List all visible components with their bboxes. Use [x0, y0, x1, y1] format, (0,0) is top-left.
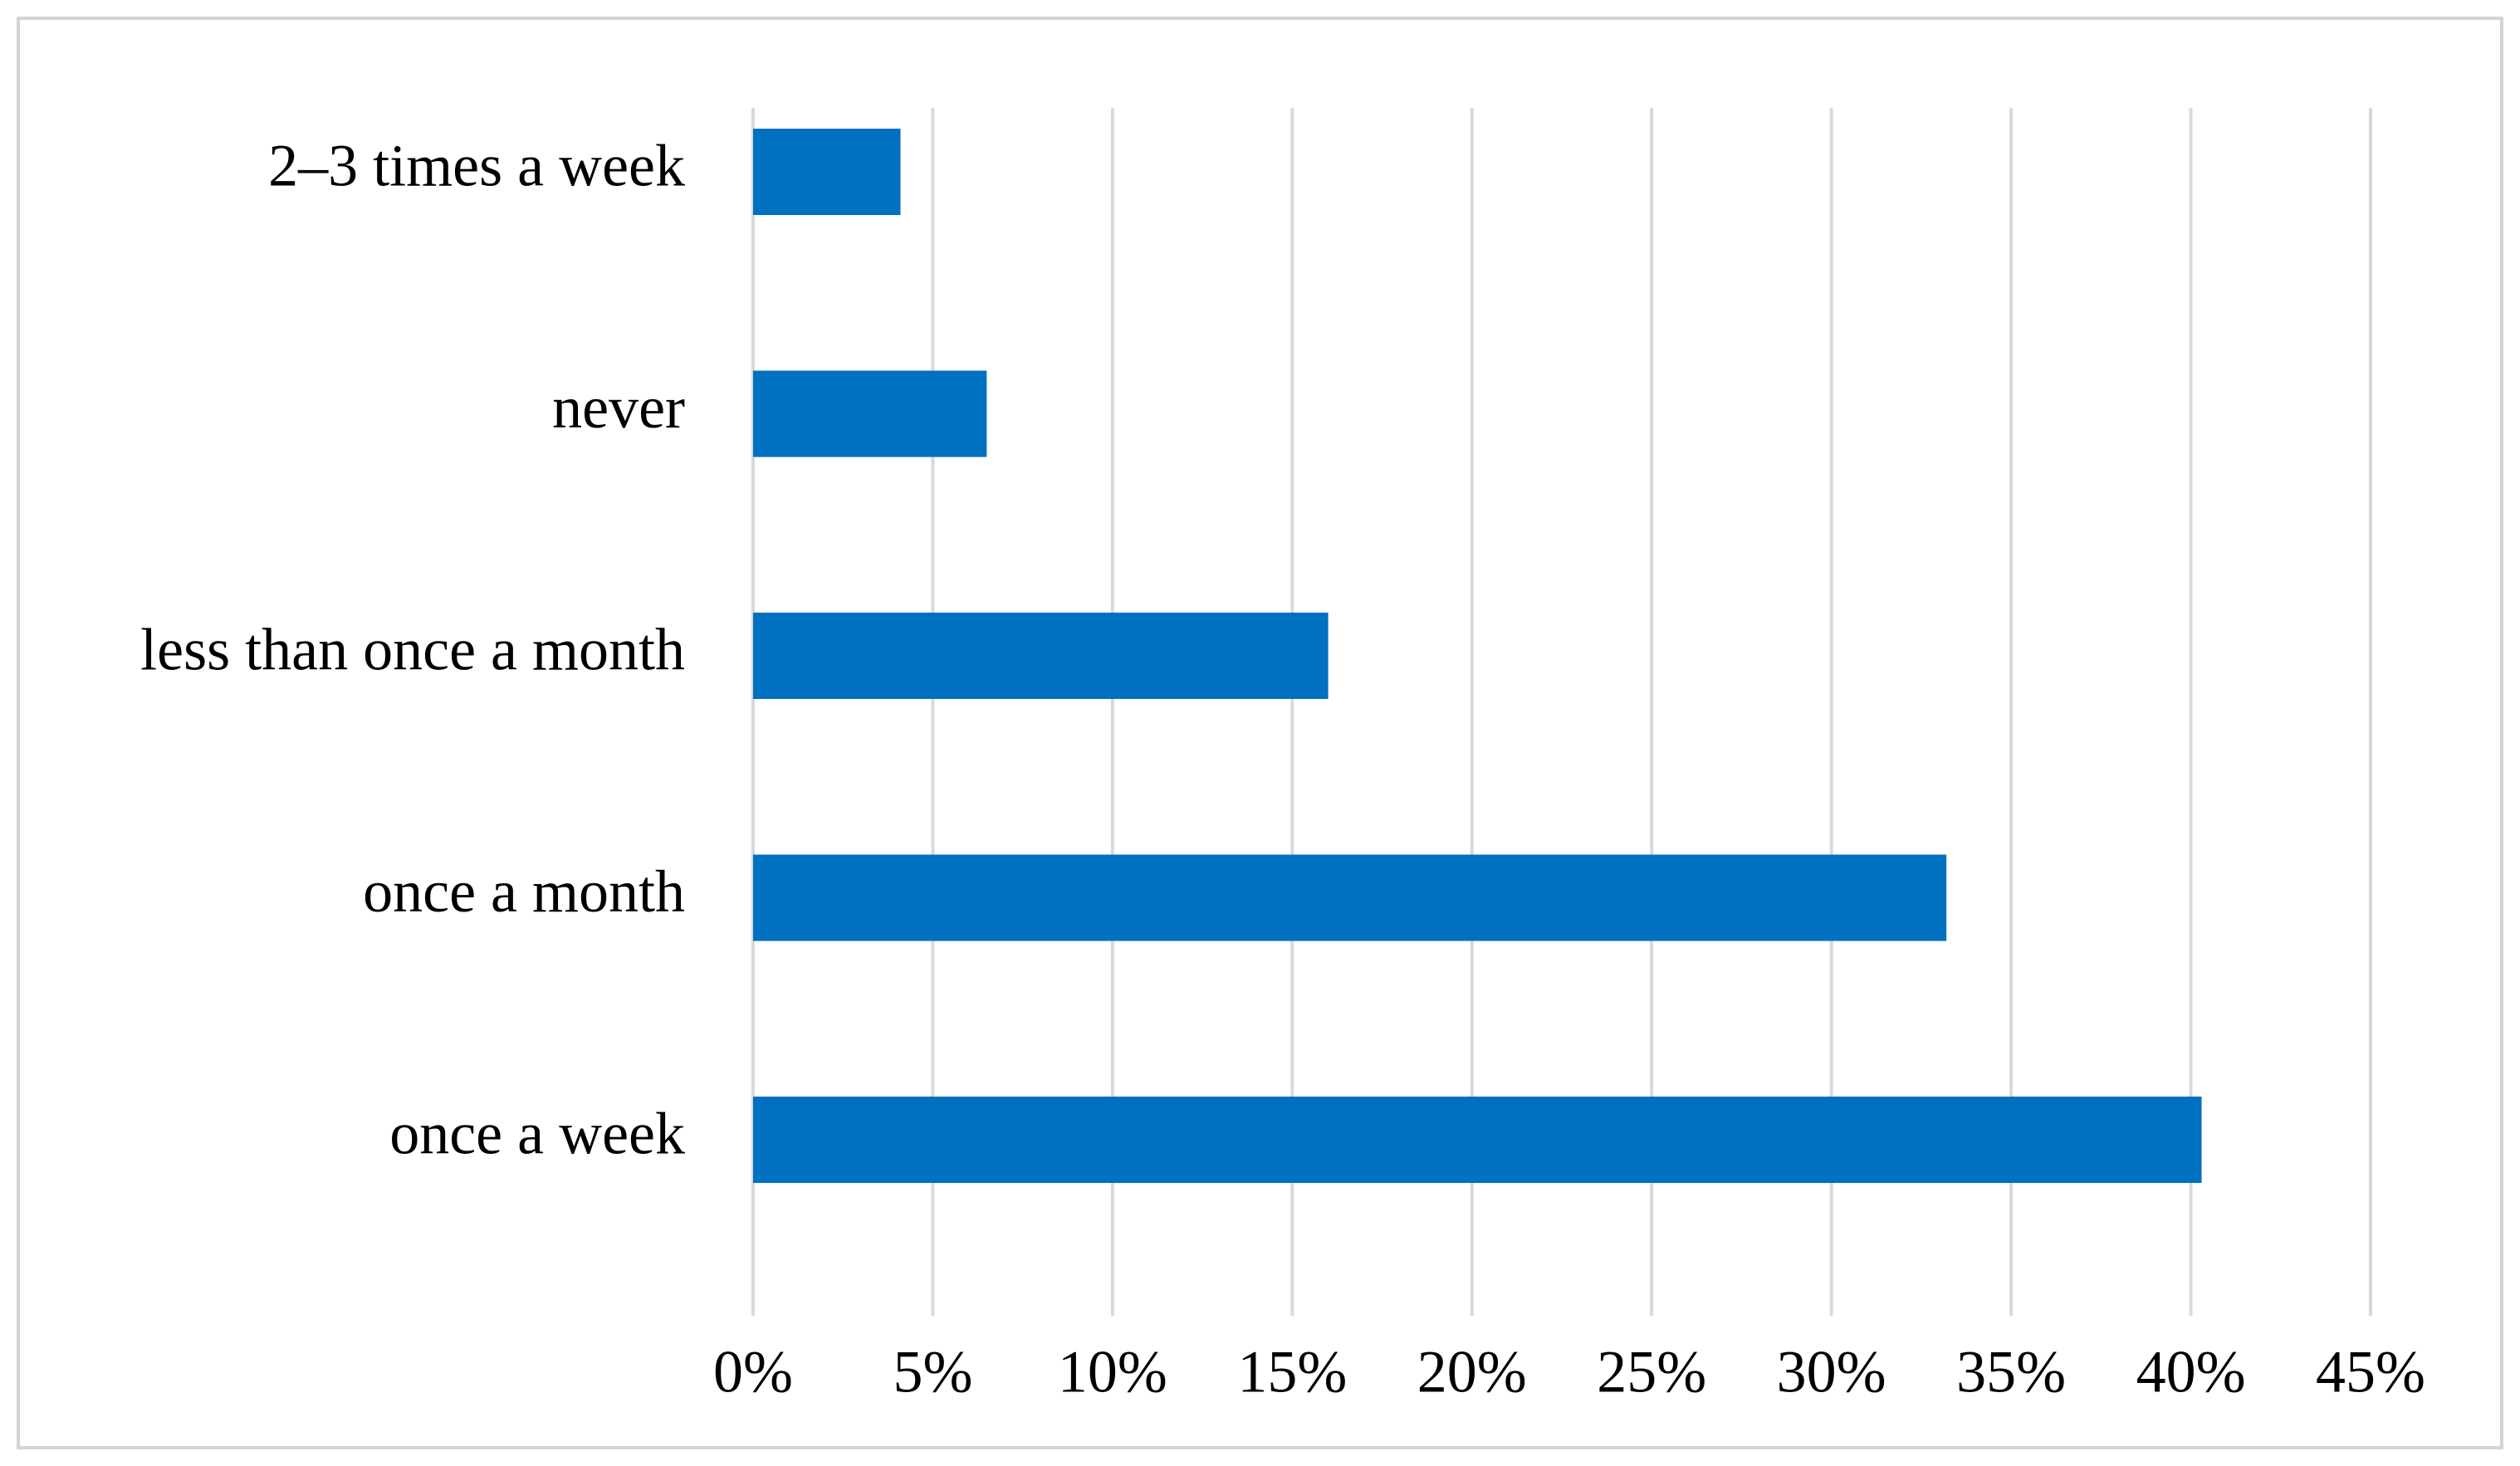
x-tick-label: 15%	[1237, 1339, 1347, 1405]
category-label: less than once a month	[140, 617, 685, 683]
category-label: once a month	[363, 858, 685, 925]
x-axis-tick-labels: 0% 5% 10% 15% 20% 25% 30% 35% 40% 45%	[713, 1339, 2425, 1405]
category-label: never	[552, 374, 685, 441]
x-tick-label: 20%	[1417, 1339, 1527, 1405]
category-label: once a week	[389, 1101, 685, 1167]
x-tick-label: 35%	[1956, 1339, 2066, 1405]
bar	[753, 613, 1329, 699]
bars	[753, 129, 2202, 1183]
bar	[753, 854, 1947, 941]
x-tick-label: 45%	[2316, 1339, 2425, 1405]
x-tick-label: 25%	[1597, 1339, 1706, 1405]
x-tick-label: 0%	[713, 1339, 793, 1405]
category-label: 2–3 times a week	[268, 133, 685, 199]
bar	[753, 1097, 2202, 1183]
x-tick-label: 40%	[2136, 1339, 2246, 1405]
category-labels: 2–3 times a week never less than once a mo…	[140, 133, 685, 1167]
x-tick-label: 5%	[893, 1339, 972, 1405]
x-tick-label: 10%	[1058, 1339, 1167, 1405]
x-tick-label: 30%	[1777, 1339, 1886, 1405]
bar	[753, 370, 987, 457]
chart-frame	[17, 17, 2503, 1449]
bar	[753, 129, 901, 215]
